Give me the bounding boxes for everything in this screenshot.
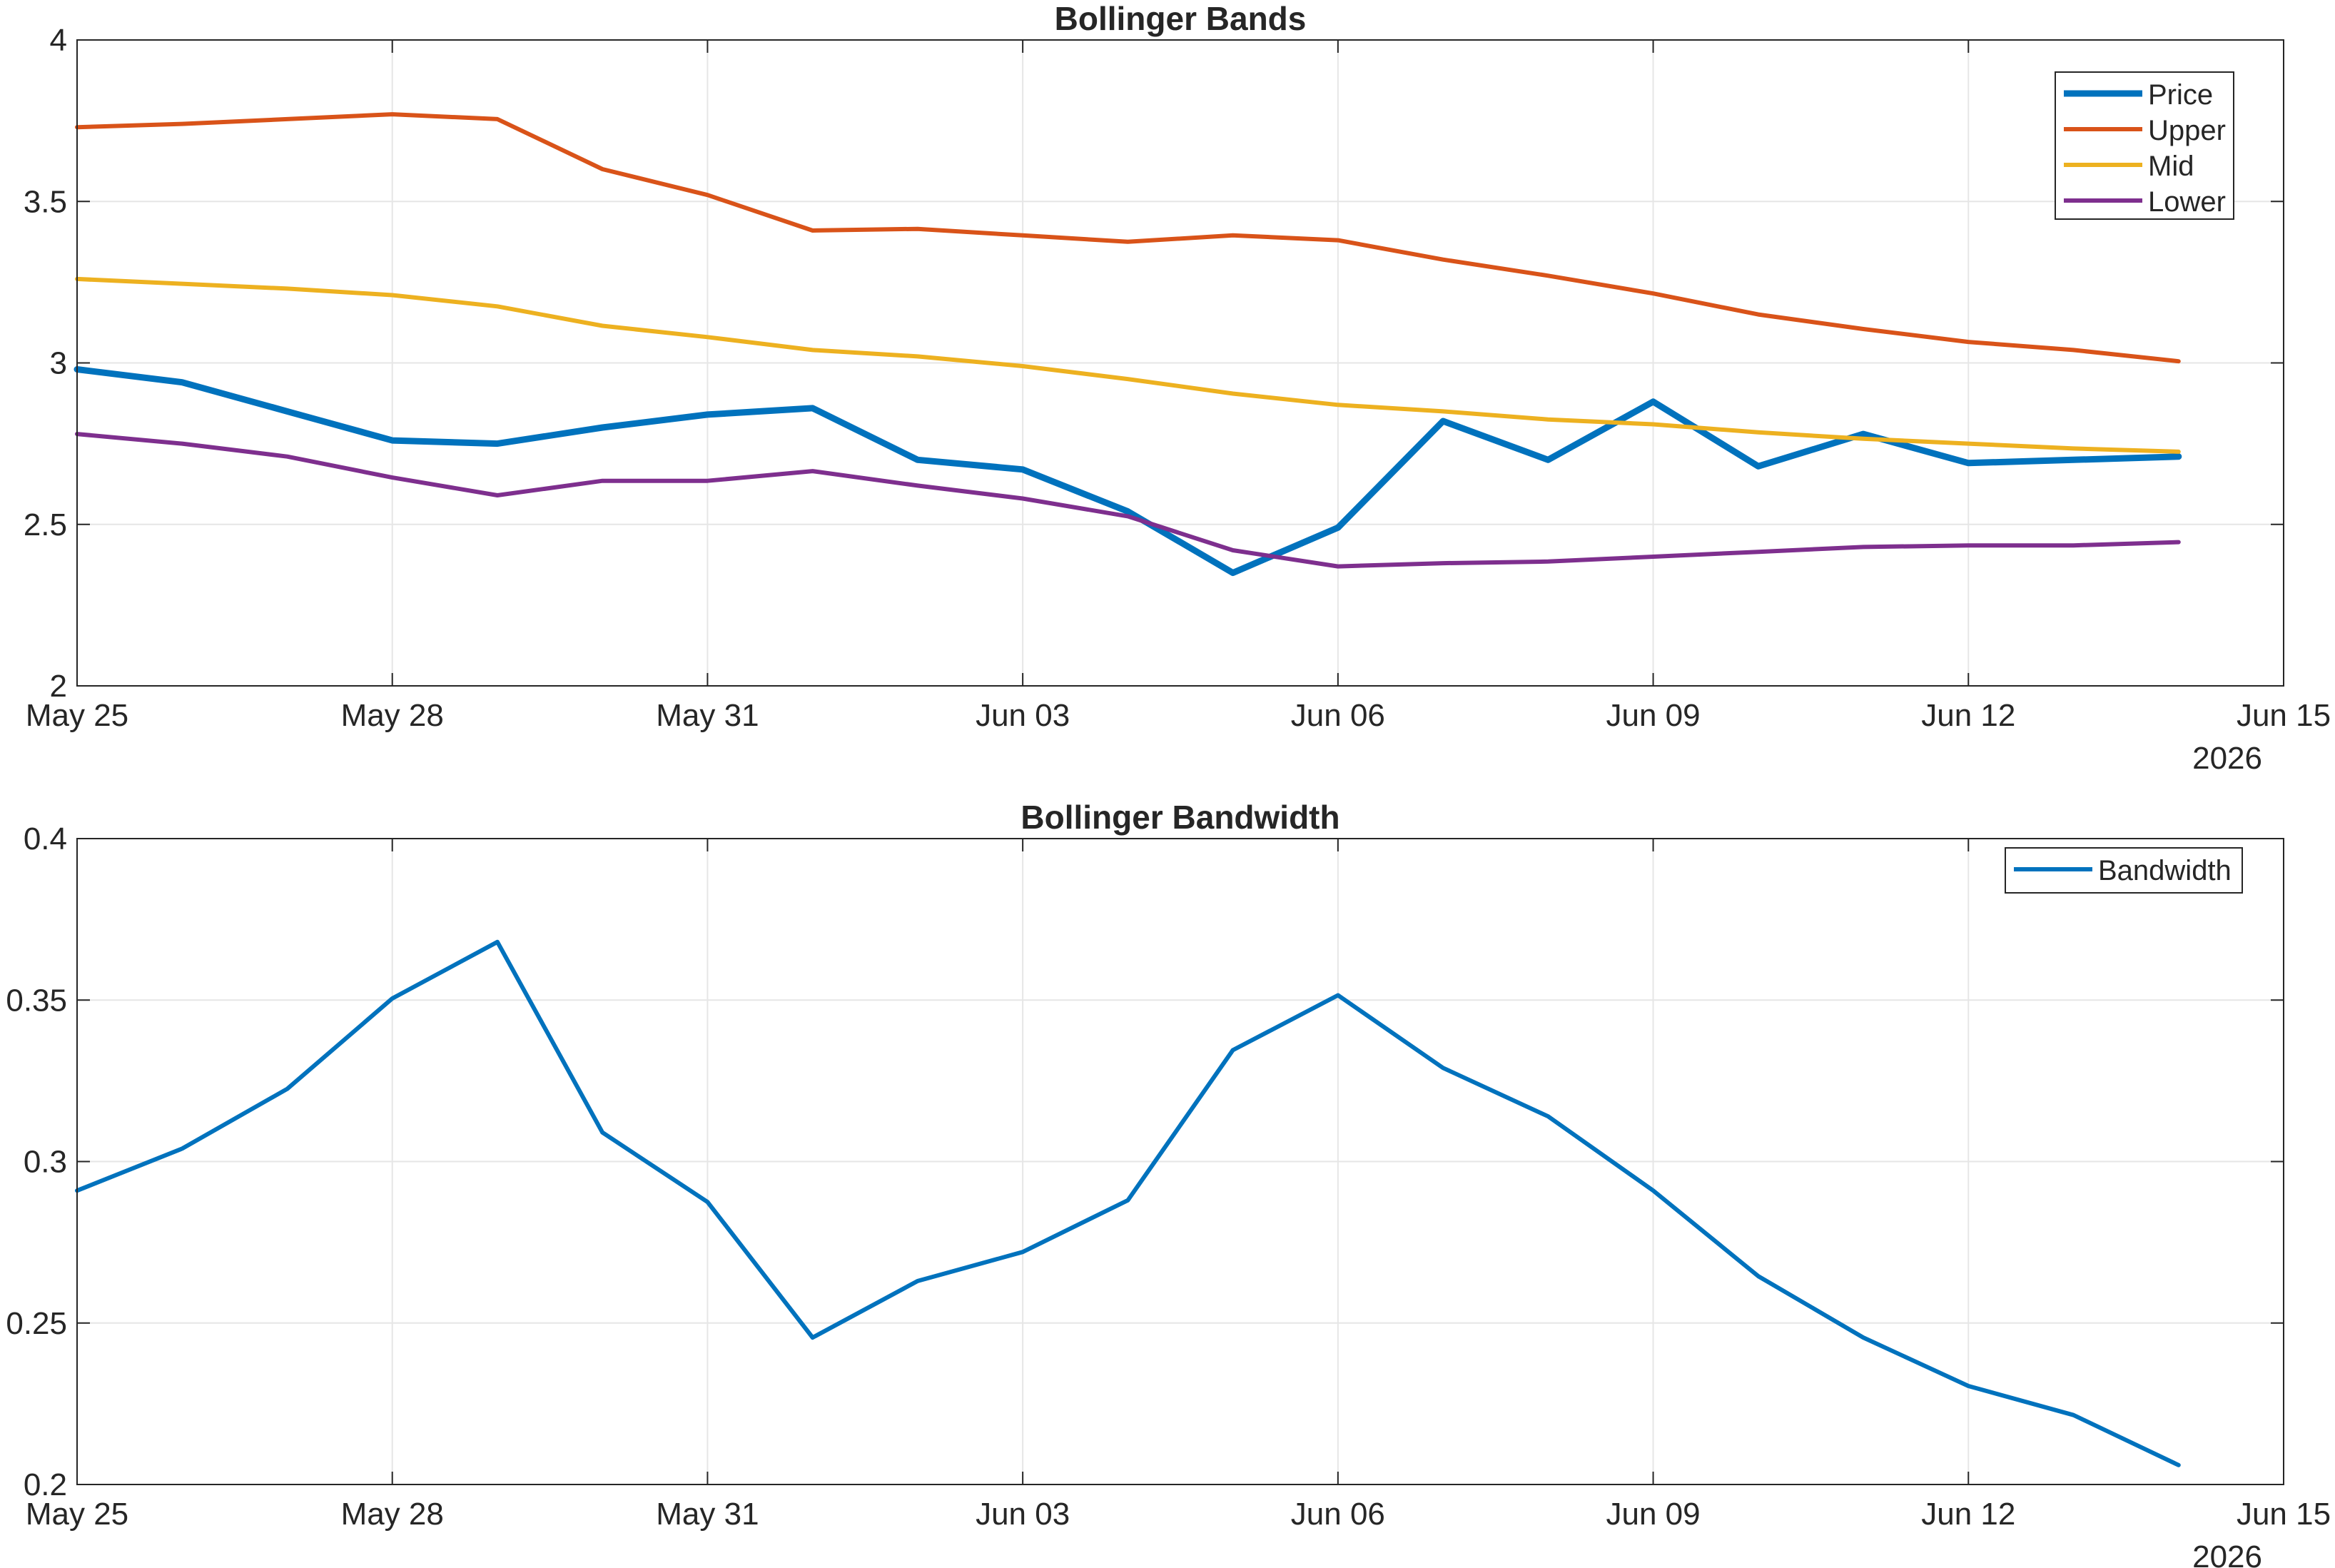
legend-label: Lower [2148,186,2226,218]
x-tick-label: Jun 12 [1921,698,2015,733]
y-tick-label: 0.25 [6,1306,67,1341]
legend-label: Mid [2148,151,2194,182]
y-tick-label: 0.3 [24,1145,67,1180]
series-line-bandwidth [75,939,2181,1467]
x-year-label: 2026 [2192,1539,2262,1568]
y-tick-label: 0.35 [6,983,67,1018]
series-line-price [74,366,2182,577]
legend-label: Upper [2148,115,2226,146]
bollinger-bands-chart: May 25 May 28 May 31 Jun 03 Jun 06 Jun 09 Jun … [24,0,2331,776]
x-tick-label: Jun 03 [976,698,1070,733]
axes-box [76,39,2284,687]
x-tick-label: May 28 [341,698,444,733]
legend: Price Upper Mid Lower [2055,71,2234,220]
x-tick-label: Jun 12 [1921,1497,2015,1532]
x-tick-label: Jun 06 [1291,1497,1385,1532]
y-tick-label: 4 [50,23,67,58]
x-tick-label: Jun 06 [1291,698,1385,733]
legend: Bandwidth [2005,847,2243,894]
x-tick-label: May 31 [656,698,759,733]
y-tick-label: 3.5 [24,184,67,219]
x-tick-label: May 28 [341,1497,444,1532]
legend-label: Price [2148,79,2213,111]
series-line-mid [75,276,2181,454]
chart-title: Bollinger Bandwidth [1020,799,1339,836]
series-line-upper [75,112,2181,364]
x-tick-label: May 31 [656,1497,759,1532]
x-tick-label: May 25 [26,1497,128,1532]
y-tick-label: 0.2 [24,1467,67,1502]
x-year-label: 2026 [2192,741,2262,776]
y-tick-label: 3 [50,346,67,381]
chart-title: Bollinger Bands [1055,0,1307,37]
y-tick-label: 2 [50,669,67,704]
x-tick-label: Jun 15 [2237,1497,2331,1532]
legend-label: Bandwidth [2098,855,2232,886]
x-tick-label: May 25 [26,698,128,733]
series-line-lower [75,432,2181,569]
x-tick-label: Jun 03 [976,1497,1070,1532]
y-tick-label: 0.4 [24,821,67,856]
axes-box [76,838,2284,1485]
y-tick-label: 2.5 [24,507,67,542]
x-tick-label: Jun 15 [2237,698,2331,733]
x-tick-label: Jun 09 [1606,698,1701,733]
bollinger-bandwidth-chart: May 25 May 28 May 31 Jun 03 Jun 06 Jun 09 Jun … [6,799,2331,1568]
x-tick-label: Jun 09 [1606,1497,1701,1532]
